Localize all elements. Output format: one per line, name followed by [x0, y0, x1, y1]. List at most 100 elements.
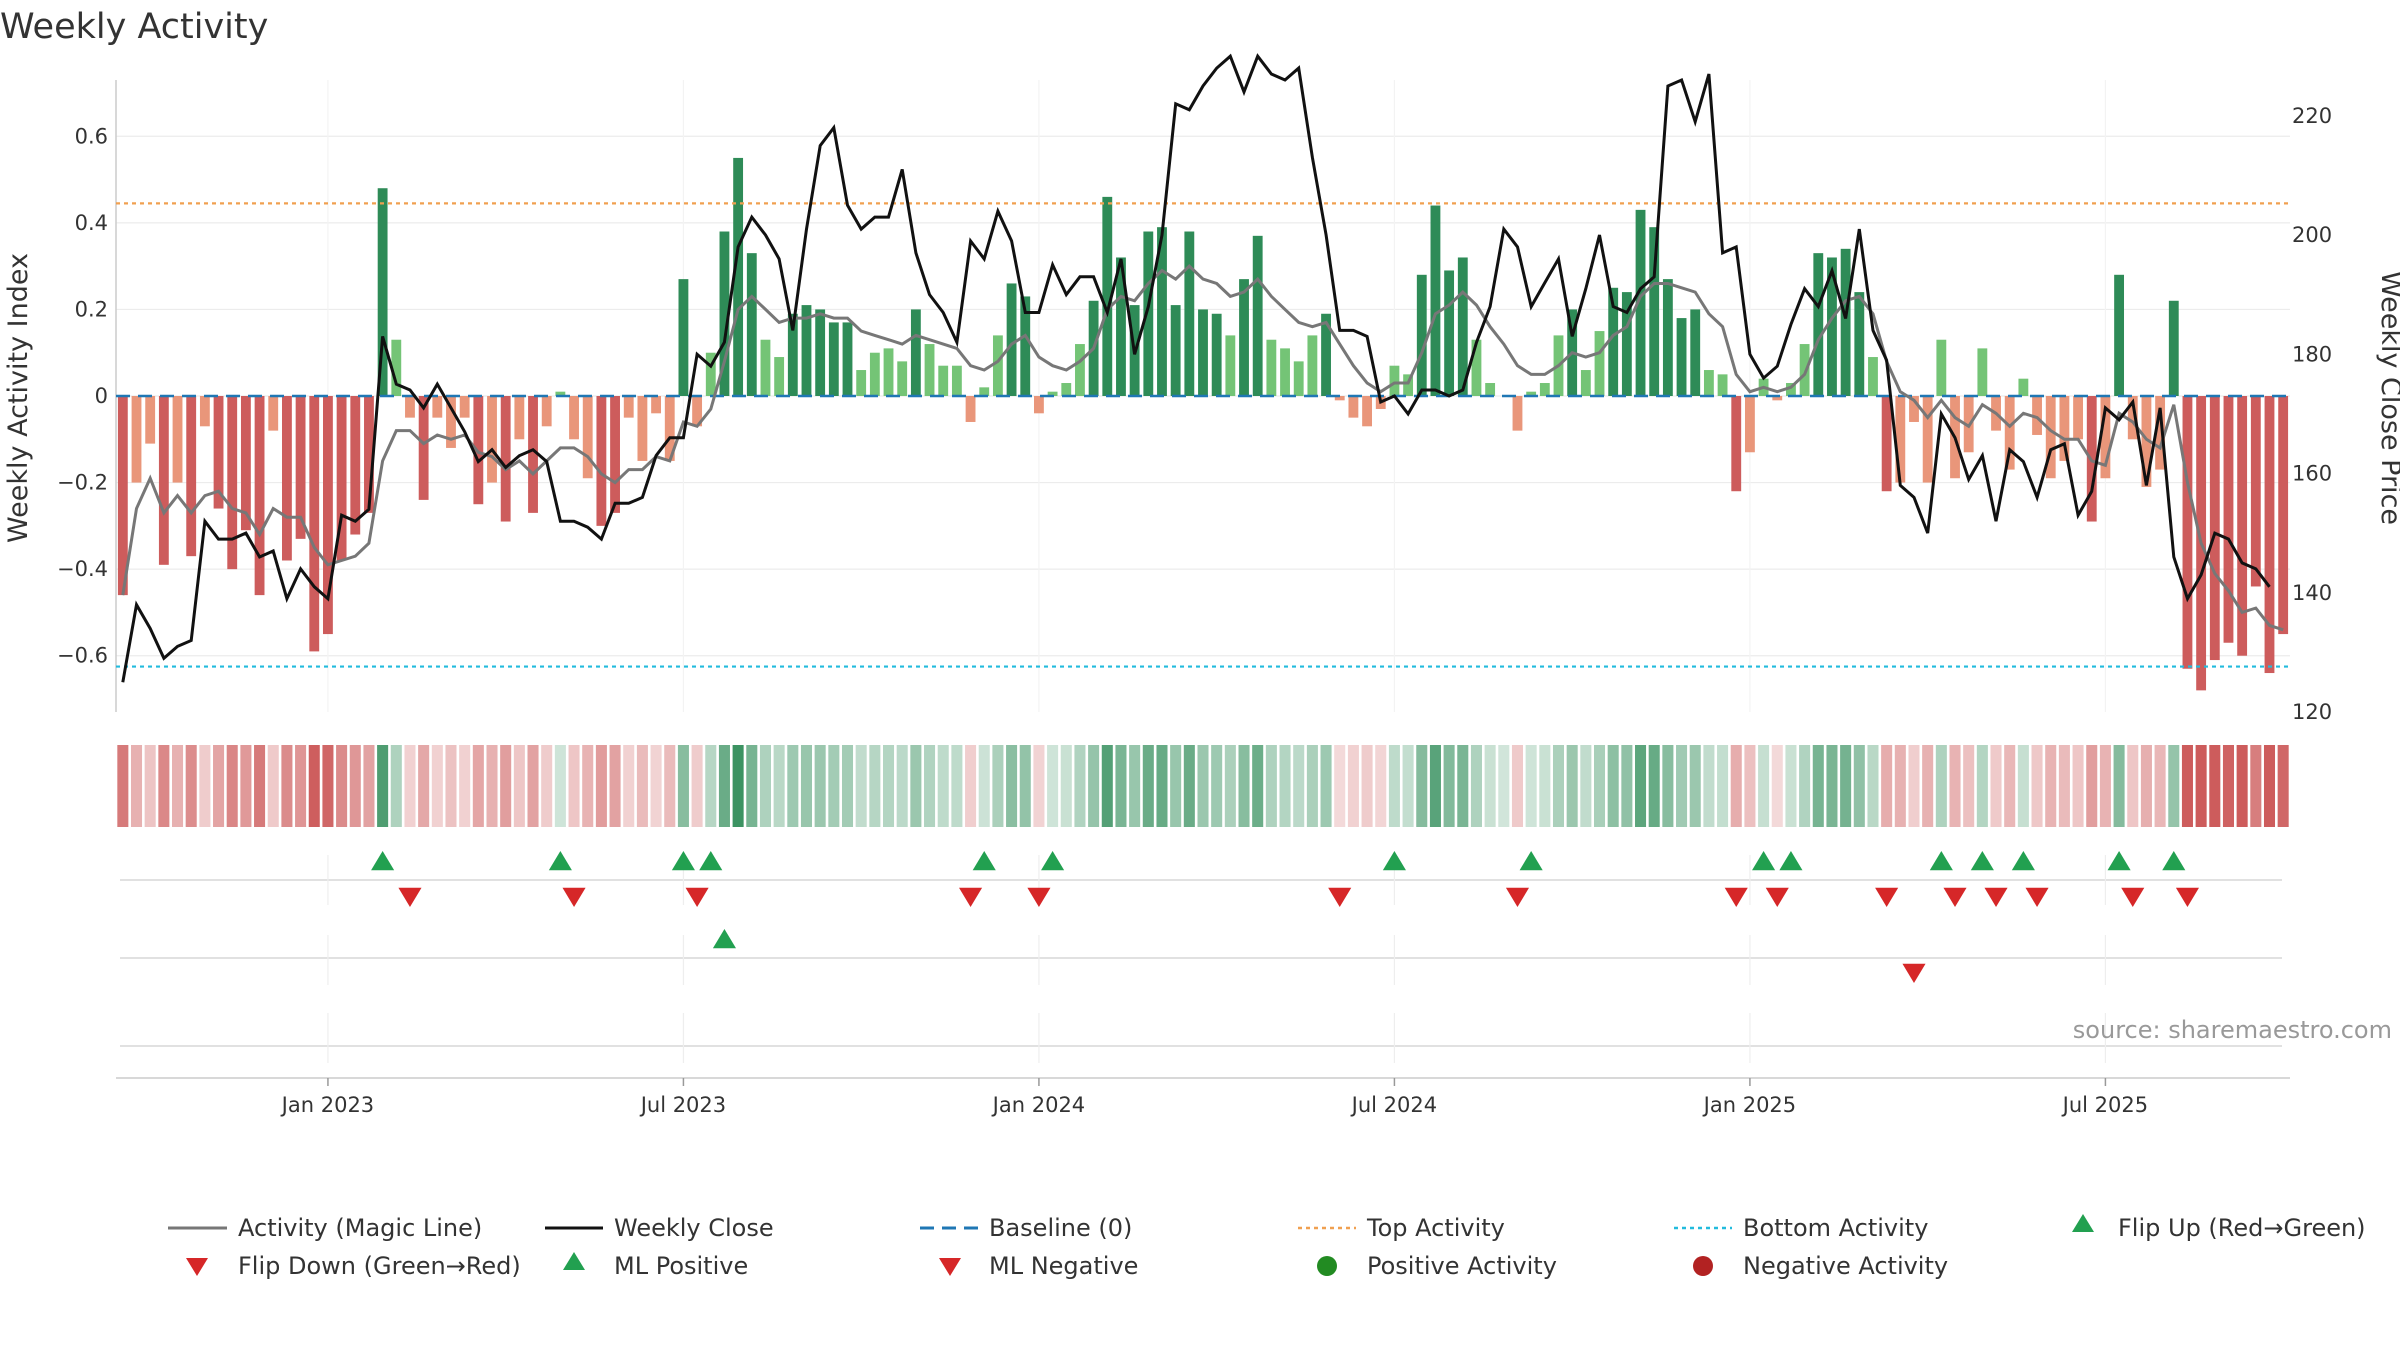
- activity-bar: [1731, 396, 1742, 492]
- heat-strip-cell: [1812, 745, 1824, 827]
- activity-bar: [2114, 274, 2125, 396]
- heat-strip-cell: [1758, 745, 1770, 827]
- activity-bar: [924, 344, 935, 396]
- heat-strip-cell: [1183, 745, 1195, 827]
- activity-bar: [2059, 396, 2070, 461]
- heat-strip-cell: [1252, 745, 1264, 827]
- heat-strip-cell: [472, 745, 484, 827]
- activity-bar: [869, 352, 880, 396]
- activity-bar: [1348, 396, 1359, 418]
- flip-up-marker: [2107, 851, 2131, 871]
- heat-strip-cell: [2140, 745, 2152, 827]
- price-lines: [121, 53, 2284, 683]
- heat-strip-cell: [1894, 745, 1906, 827]
- flip-down-marker: [2025, 887, 2049, 907]
- heat-strip-cell: [2017, 745, 2029, 827]
- heat-strip-cell: [2222, 745, 2234, 827]
- activity-bar: [1444, 270, 1455, 396]
- activity-bar: [2278, 396, 2289, 635]
- heat-strip-cell: [322, 745, 334, 827]
- heat-strip-cell: [800, 745, 813, 827]
- heat-strip-cell: [336, 745, 348, 827]
- heat-strip-cell: [1648, 745, 1660, 827]
- heat-strip-cell: [117, 745, 129, 827]
- activity-bar: [651, 396, 662, 414]
- activity-bar: [1799, 344, 1810, 396]
- heat-strip-cell: [732, 745, 744, 827]
- activity-bar: [1457, 257, 1468, 396]
- activity-bar: [281, 396, 292, 561]
- legend-swatch-ml-negative: [939, 1258, 961, 1276]
- activity-bar: [432, 396, 443, 418]
- heat-strip-cell: [1689, 745, 1701, 827]
- heat-strip-cell: [896, 745, 908, 827]
- legend-label-magic_line: Activity (Magic Line): [238, 1214, 482, 1242]
- activity-bar: [1006, 283, 1017, 396]
- flip-up-marker: [1970, 851, 1994, 871]
- heat-strip-cell: [2250, 745, 2262, 827]
- heat-strip-cell: [418, 745, 430, 827]
- heat-strip-cell: [2195, 745, 2207, 827]
- activity-bar: [787, 313, 798, 396]
- activity-bar: [1075, 344, 1085, 396]
- chart-title: Weekly Activity: [0, 7, 268, 47]
- flip-down-marker: [1328, 887, 1352, 907]
- activity-bar: [1526, 391, 1537, 396]
- heat-strip-cell: [404, 745, 416, 827]
- heat-strip-cell: [978, 745, 990, 827]
- flip-up-marker: [1041, 851, 1065, 871]
- heat-strip-cell: [828, 745, 840, 827]
- heat-strip-cell: [814, 745, 826, 827]
- activity-bar: [2155, 396, 2166, 470]
- activity-bar: [199, 396, 210, 427]
- activity-bar: [1430, 205, 1441, 396]
- heat-strip-cell: [295, 745, 307, 827]
- heat-strip-cell: [1785, 745, 1797, 827]
- x-tick-label: Jan 2023: [280, 1093, 375, 1117]
- heat-strip-cell: [910, 745, 922, 827]
- legend-label-negative_activity: Negative Activity: [1743, 1252, 1948, 1280]
- legend-label-flip_down: Flip Down (Green→Red): [238, 1252, 521, 1280]
- legend-label-baseline: Baseline (0): [989, 1214, 1132, 1242]
- activity-bar: [555, 391, 566, 396]
- activity-bar: [1922, 396, 1933, 483]
- activity-bar: [131, 396, 142, 483]
- heat-strip-cell: [185, 745, 197, 827]
- activity-bar: [2264, 396, 2275, 674]
- activity-bar: [1772, 396, 1783, 401]
- activity-bar: [1307, 335, 1318, 396]
- activity-bar: [2223, 396, 2234, 643]
- activity-bar: [1662, 279, 1673, 396]
- activity-bar: [1854, 292, 1865, 396]
- activity-bar: [1102, 196, 1113, 396]
- heat-strip-cell: [1498, 745, 1510, 827]
- flip-up-marker: [548, 851, 572, 871]
- y2-tick-label: 160: [2292, 462, 2332, 486]
- heat-strip-cell: [869, 745, 881, 827]
- y-tick-label: 0: [95, 384, 108, 408]
- activity-bar: [487, 396, 497, 483]
- heat-strip-cell: [2263, 745, 2276, 827]
- heat-strip-cell: [2113, 745, 2125, 827]
- heat-strip-cell: [541, 745, 553, 827]
- heat-strip-cell: [1976, 745, 1988, 827]
- heat-strip-cell: [1006, 745, 1018, 827]
- activity-bar: [1034, 396, 1044, 414]
- heat-strip-cell: [2072, 745, 2084, 827]
- activity-bar: [582, 396, 593, 479]
- heat-strip-cell: [527, 745, 539, 827]
- heat-strip-cell: [855, 745, 867, 827]
- activity-bar: [774, 357, 785, 396]
- y2-tick-label: 120: [2292, 700, 2332, 724]
- heat-strip-cell: [841, 745, 854, 827]
- flip-up-marker: [2162, 851, 2186, 871]
- activity-bar: [1198, 309, 1208, 396]
- heat-strip-cell: [254, 745, 266, 827]
- activity-bar: [446, 396, 456, 448]
- heat-strip-cell: [664, 745, 676, 827]
- heat-strip-cell: [2058, 745, 2070, 827]
- ml-positive-marker: [712, 929, 736, 949]
- activity-bar: [1157, 227, 1167, 396]
- activity-bar: [856, 370, 867, 396]
- heat-strip-cell: [1511, 745, 1524, 827]
